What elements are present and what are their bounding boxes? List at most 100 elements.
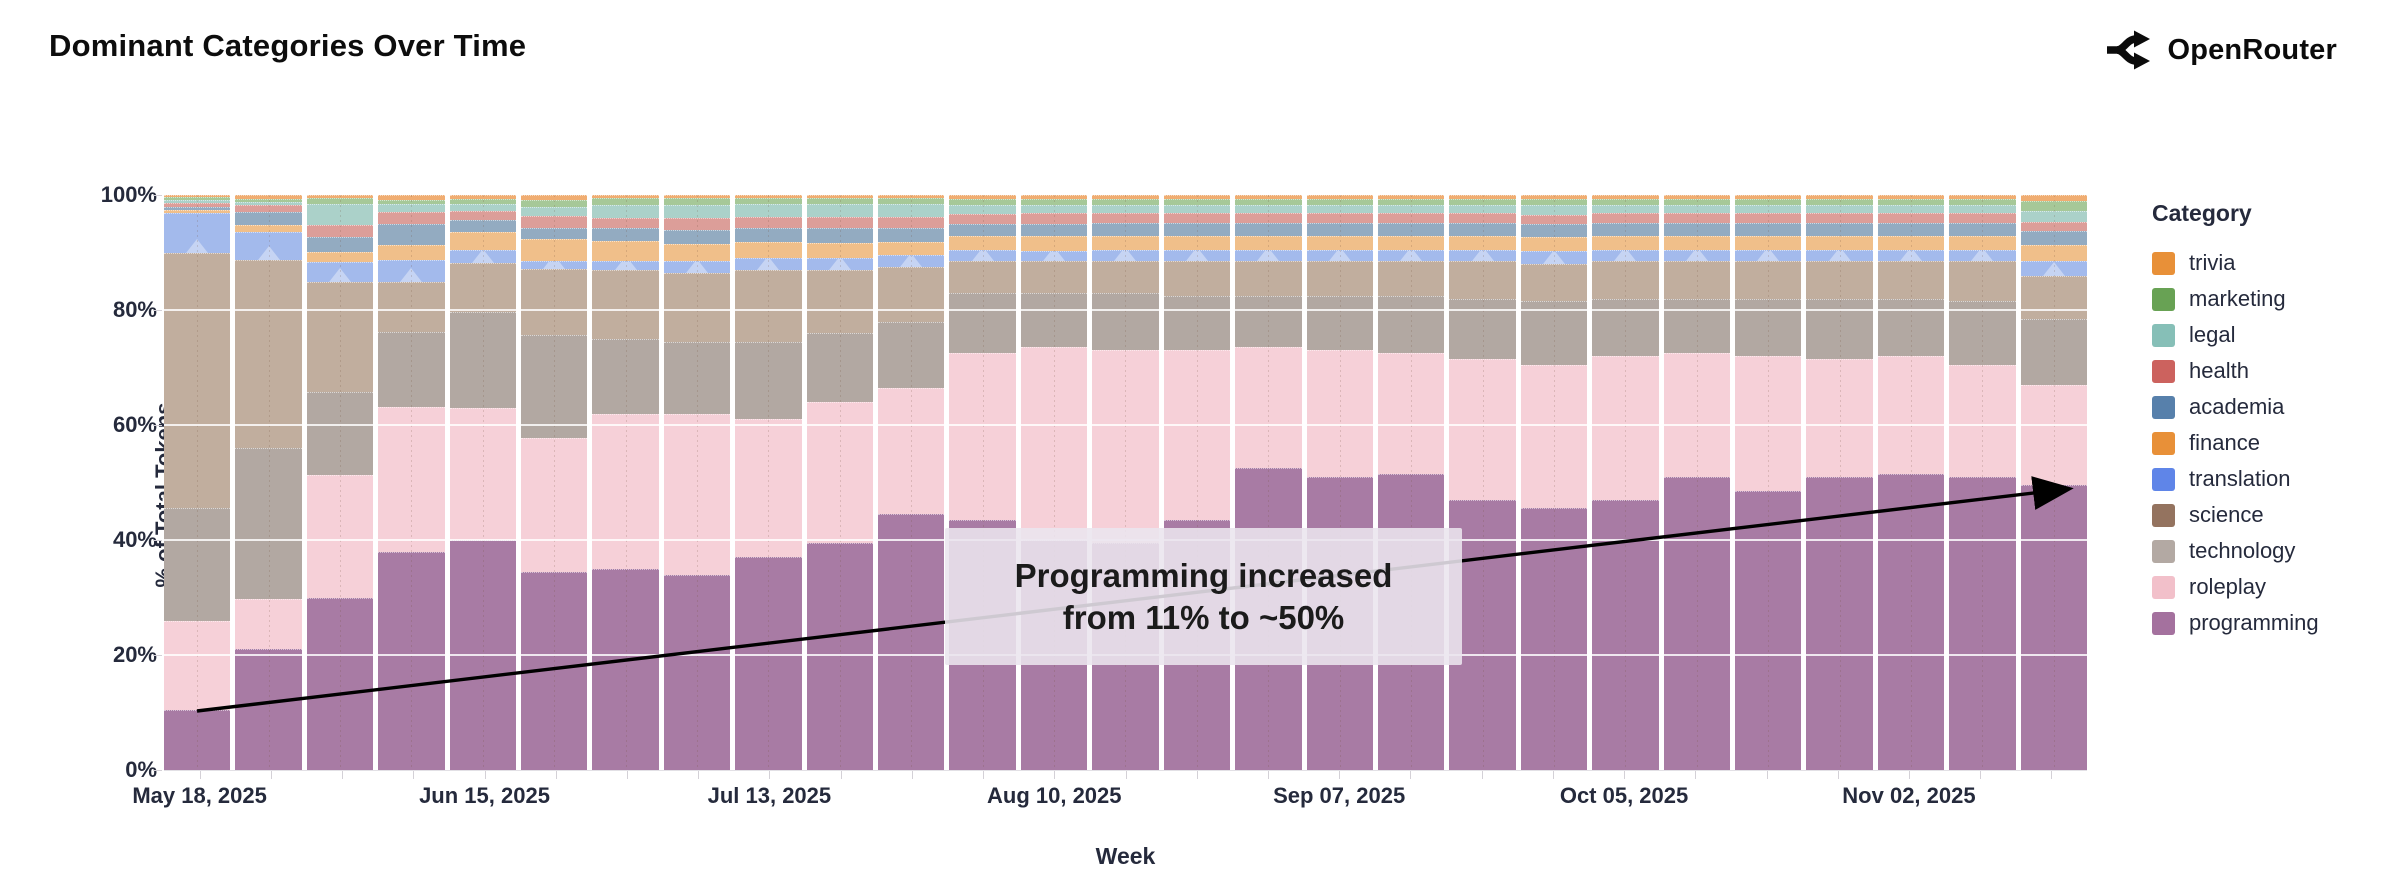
segment-programming[interactable] — [878, 514, 945, 770]
segment-marketing[interactable] — [1663, 199, 1730, 205]
segment-programming[interactable] — [663, 574, 731, 770]
segment-health[interactable] — [2020, 222, 2087, 232]
segment-finance[interactable] — [592, 241, 659, 262]
segment-trivia[interactable] — [1520, 195, 1588, 200]
segment-academia[interactable] — [735, 228, 802, 243]
legend-item-translation[interactable]: translation — [2152, 461, 2382, 497]
segment-science[interactable] — [235, 260, 302, 449]
segment-translation[interactable] — [2020, 260, 2087, 276]
segment-translation[interactable] — [1734, 249, 1802, 262]
segment-academia[interactable] — [1806, 223, 1873, 236]
segment-marketing[interactable] — [378, 199, 445, 204]
segment-legal[interactable] — [1734, 204, 1802, 214]
segment-legal[interactable] — [592, 205, 659, 219]
segment-health[interactable] — [378, 212, 445, 224]
segment-marketing[interactable] — [1449, 199, 1516, 205]
segment-programming[interactable] — [1806, 476, 1873, 770]
stacked-bar[interactable] — [1449, 195, 1516, 770]
segment-marketing[interactable] — [1592, 199, 1659, 205]
segment-legal[interactable] — [1163, 204, 1231, 214]
segment-finance[interactable] — [1734, 235, 1802, 250]
legend-item-marketing[interactable]: marketing — [2152, 281, 2382, 317]
segment-roleplay[interactable] — [235, 598, 302, 650]
segment-marketing[interactable] — [1734, 199, 1802, 205]
segment-legal[interactable] — [521, 206, 588, 217]
segment-health[interactable] — [1377, 213, 1445, 224]
segment-health[interactable] — [592, 218, 659, 229]
segment-finance[interactable] — [1949, 235, 2016, 250]
segment-academia[interactable] — [663, 229, 731, 244]
segment-science[interactable] — [1949, 261, 2016, 302]
segment-translation[interactable] — [449, 250, 517, 264]
segment-science[interactable] — [592, 269, 659, 339]
segment-finance[interactable] — [1163, 235, 1231, 250]
segment-programming[interactable] — [1663, 476, 1730, 770]
segment-programming[interactable] — [735, 557, 802, 770]
segment-science[interactable] — [164, 252, 231, 509]
segment-legal[interactable] — [1806, 204, 1873, 214]
segment-technology[interactable] — [1663, 298, 1730, 354]
segment-academia[interactable] — [1520, 223, 1588, 237]
segment-technology[interactable] — [449, 311, 517, 409]
segment-finance[interactable] — [521, 239, 588, 261]
segment-academia[interactable] — [306, 237, 374, 252]
segment-health[interactable] — [449, 210, 517, 221]
segment-technology[interactable] — [1377, 295, 1445, 354]
segment-trivia[interactable] — [164, 195, 231, 198]
segment-finance[interactable] — [164, 209, 231, 214]
segment-translation[interactable] — [878, 255, 945, 267]
segment-science[interactable] — [306, 281, 374, 392]
stacked-bar[interactable] — [306, 195, 374, 770]
segment-legal[interactable] — [1520, 204, 1588, 215]
segment-science[interactable] — [1520, 264, 1588, 302]
segment-marketing[interactable] — [2020, 200, 2087, 212]
segment-translation[interactable] — [1306, 249, 1373, 262]
stacked-bar[interactable] — [1663, 195, 1730, 770]
stacked-bar[interactable] — [592, 195, 659, 770]
segment-trivia[interactable] — [1377, 195, 1445, 200]
segment-science[interactable] — [521, 268, 588, 335]
segment-academia[interactable] — [164, 206, 231, 210]
segment-programming[interactable] — [2020, 485, 2087, 770]
segment-health[interactable] — [521, 216, 588, 228]
segment-finance[interactable] — [1235, 236, 1302, 250]
segment-technology[interactable] — [735, 341, 802, 420]
segment-legal[interactable] — [378, 203, 445, 213]
segment-translation[interactable] — [1020, 250, 1088, 262]
segment-legal[interactable] — [1449, 204, 1516, 214]
segment-marketing[interactable] — [735, 198, 802, 205]
segment-trivia[interactable] — [1092, 195, 1159, 200]
segment-legal[interactable] — [663, 204, 731, 218]
stacked-bar[interactable] — [235, 195, 302, 770]
segment-technology[interactable] — [1235, 295, 1302, 348]
segment-health[interactable] — [1520, 214, 1588, 224]
stacked-bar[interactable] — [1520, 195, 1588, 770]
segment-roleplay[interactable] — [1520, 364, 1588, 509]
segment-roleplay[interactable] — [2020, 384, 2087, 486]
segment-translation[interactable] — [1449, 249, 1516, 262]
segment-roleplay[interactable] — [1949, 364, 2016, 477]
stacked-bar[interactable] — [1377, 195, 1445, 770]
segment-trivia[interactable] — [735, 195, 802, 199]
stacked-bar[interactable] — [806, 195, 874, 770]
segment-science[interactable] — [1663, 261, 1730, 299]
segment-marketing[interactable] — [1020, 199, 1088, 205]
segment-finance[interactable] — [1449, 236, 1516, 250]
segment-roleplay[interactable] — [1020, 347, 1088, 540]
segment-trivia[interactable] — [1592, 195, 1659, 200]
segment-technology[interactable] — [878, 321, 945, 388]
segment-academia[interactable] — [1877, 223, 1945, 236]
segment-legal[interactable] — [1377, 204, 1445, 214]
segment-legal[interactable] — [2020, 211, 2087, 223]
legend-item-science[interactable]: science — [2152, 497, 2382, 533]
stacked-bar[interactable] — [1020, 195, 1088, 770]
segment-trivia[interactable] — [1306, 195, 1373, 200]
segment-science[interactable] — [1377, 261, 1445, 296]
segment-programming[interactable] — [449, 540, 517, 770]
segment-technology[interactable] — [1520, 301, 1588, 365]
segment-roleplay[interactable] — [1092, 350, 1159, 543]
segment-trivia[interactable] — [1949, 195, 2016, 200]
segment-marketing[interactable] — [1877, 199, 1945, 205]
segment-legal[interactable] — [1092, 204, 1159, 214]
segment-translation[interactable] — [663, 261, 731, 273]
